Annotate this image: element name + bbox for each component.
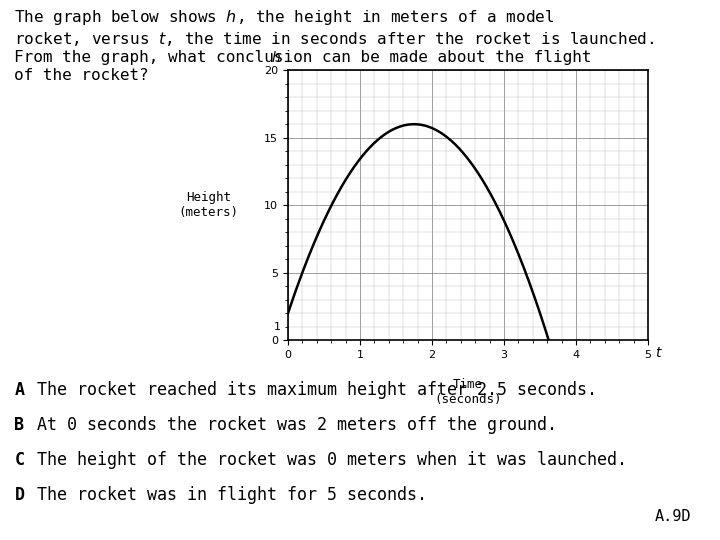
Text: 1: 1 [274,322,281,332]
Text: The rocket reached its maximum height after 2.5 seconds.: The rocket reached its maximum height af… [27,381,598,399]
Text: The height of the rocket was 0 meters when it was launched.: The height of the rocket was 0 meters wh… [27,451,627,469]
Text: $h$: $h$ [271,50,281,65]
Text: Time
(seconds): Time (seconds) [434,378,502,406]
Text: $t$: $t$ [655,346,663,360]
Text: A: A [14,381,24,399]
Text: Height
(meters): Height (meters) [179,191,239,219]
Text: The graph below shows $h$, the height in meters of a model
rocket, versus $t$, t: The graph below shows $h$, the height in… [14,8,654,83]
Text: B: B [14,416,24,434]
Text: At 0 seconds the rocket was 2 meters off the ground.: At 0 seconds the rocket was 2 meters off… [27,416,557,434]
Text: C: C [14,451,24,469]
Text: The rocket was in flight for 5 seconds.: The rocket was in flight for 5 seconds. [27,486,428,504]
Text: A.9D: A.9D [654,509,691,524]
Text: D: D [14,486,24,504]
